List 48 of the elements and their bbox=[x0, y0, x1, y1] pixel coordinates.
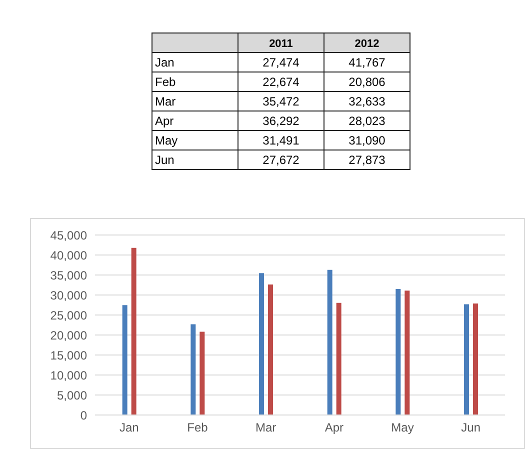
text: 35,472 bbox=[262, 94, 300, 108]
text: 31,491 bbox=[262, 133, 300, 148]
bar bbox=[200, 332, 205, 415]
category-label: Jan bbox=[155, 55, 174, 70]
text: 22,674 bbox=[262, 74, 300, 89]
bar bbox=[396, 289, 401, 415]
y-tick-label: 5,000 bbox=[56, 388, 88, 402]
y-tick-label: 35,000 bbox=[50, 268, 88, 282]
x-tick-label: May bbox=[391, 420, 414, 435]
bar bbox=[327, 270, 332, 415]
y-tick-label: 10,000 bbox=[50, 368, 88, 382]
y-tick-label: 45,000 bbox=[50, 228, 88, 242]
text: 28,023 bbox=[348, 114, 386, 128]
text: 20,806 bbox=[348, 74, 386, 89]
x-tick-label: Jan bbox=[119, 420, 139, 435]
x-tick-label: Apr bbox=[324, 420, 344, 435]
y-tick-label: 30,000 bbox=[50, 288, 88, 302]
text: 27,672 bbox=[262, 152, 300, 167]
y-tick-label: 15,000 bbox=[50, 348, 88, 362]
category-label: Feb bbox=[155, 74, 176, 89]
category-label: Apr bbox=[155, 114, 174, 128]
y-tick-label: 20,000 bbox=[50, 328, 88, 342]
x-tick-label: Feb bbox=[187, 420, 208, 435]
bar bbox=[404, 290, 410, 415]
text: 36,292 bbox=[262, 114, 300, 128]
bar bbox=[190, 324, 196, 415]
bar bbox=[336, 302, 342, 415]
bar bbox=[131, 248, 136, 415]
bar bbox=[473, 304, 478, 415]
bar bbox=[259, 273, 264, 415]
text: 31,090 bbox=[348, 133, 386, 148]
category-label: May bbox=[155, 133, 178, 148]
y-tick-label: 0 bbox=[80, 408, 88, 422]
x-tick-label: Jun bbox=[461, 420, 481, 435]
category-label: Jun bbox=[155, 152, 174, 167]
category-label: Mar bbox=[155, 94, 176, 108]
text: 41,767 bbox=[348, 55, 386, 70]
category-label: 2011 bbox=[269, 38, 293, 50]
bar bbox=[268, 284, 273, 415]
x-tick-label: Mar bbox=[255, 420, 276, 435]
bar bbox=[464, 304, 469, 415]
text: 32,633 bbox=[348, 94, 386, 108]
text: 27,873 bbox=[348, 152, 386, 167]
category-label: 2012 bbox=[354, 38, 380, 50]
y-tick-label: 40,000 bbox=[50, 248, 88, 262]
text: 27,474 bbox=[262, 55, 300, 70]
bar bbox=[122, 305, 128, 415]
y-tick-label: 25,000 bbox=[50, 308, 88, 322]
